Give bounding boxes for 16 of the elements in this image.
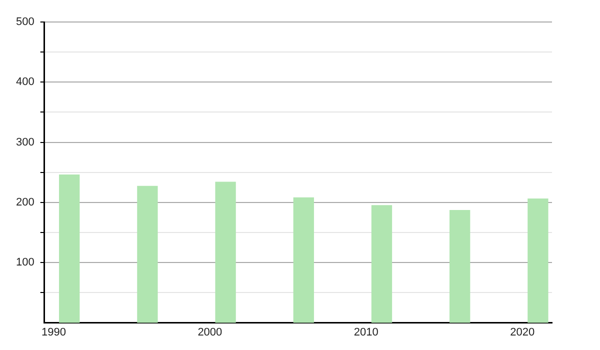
bar [450, 210, 470, 323]
bar [59, 174, 80, 323]
x-tick-label: 2010 [354, 326, 378, 338]
bar [293, 197, 314, 323]
bar [215, 182, 236, 323]
bar [371, 205, 392, 323]
y-tick-label: 400 [16, 76, 34, 88]
bar [137, 186, 158, 323]
bar [528, 198, 548, 323]
x-tick-label: 2020 [510, 326, 535, 338]
y-tick-label: 200 [16, 196, 34, 209]
y-tick-label: 300 [16, 136, 34, 148]
x-tick-label: 2000 [198, 326, 222, 338]
y-tick-label: 500 [16, 16, 34, 28]
x-tick-label: 1990 [41, 326, 66, 338]
y-tick-label: 100 [16, 256, 34, 269]
